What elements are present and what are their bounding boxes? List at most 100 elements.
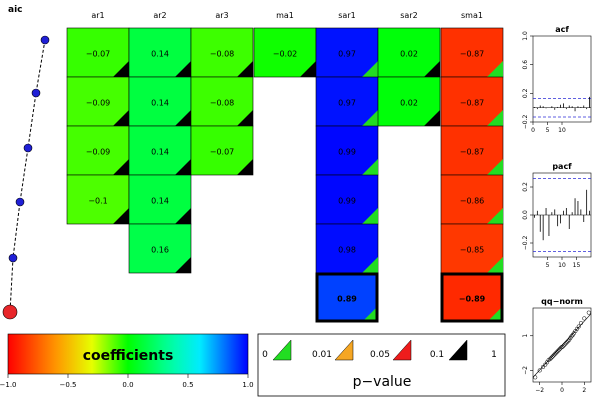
coef-value: −0.08 — [210, 99, 235, 108]
coef-colorbar-tick-label: −0.5 — [60, 381, 77, 389]
coef-value: −0.08 — [210, 50, 235, 59]
coef-value: 0.14 — [151, 99, 169, 108]
qqnorm-point — [548, 356, 553, 361]
pvalue-triangle — [362, 159, 378, 175]
coef-value: −0.07 — [210, 148, 235, 157]
coef-cell — [315, 174, 379, 225]
pvalue-legend-swatch — [448, 339, 468, 361]
acf-frame — [532, 35, 592, 123]
qqnorm-xtick-label: 2 — [582, 387, 586, 394]
coef-cell — [440, 223, 504, 274]
aic-point — [23, 143, 33, 153]
coef-value: −0.87 — [460, 148, 485, 157]
qqnorm-point — [561, 343, 566, 348]
coef-cell — [315, 27, 379, 78]
pacf-title: pacf — [552, 162, 572, 171]
coef-cell — [315, 272, 379, 323]
coef-cell — [377, 27, 441, 78]
coef-cell — [377, 76, 441, 127]
pvalue-legend-label: 0.05 — [370, 350, 390, 360]
coef-cell — [315, 223, 379, 274]
pvalue-triangle — [487, 257, 503, 273]
pvalue-triangle — [487, 159, 503, 175]
best-model-outline — [315, 272, 379, 323]
coef-colorbar — [7, 333, 249, 375]
coef-value: 0.97 — [338, 99, 356, 108]
coef-value: −0.09 — [86, 148, 111, 157]
pvalue-legend-label: 0.01 — [312, 350, 332, 360]
coef-colorbar-tick-label: 1.0 — [242, 381, 253, 389]
coef-cell — [190, 76, 254, 127]
coef-value: −0.02 — [273, 50, 298, 59]
coef-value: 0.02 — [400, 50, 418, 59]
coef-cell — [66, 174, 130, 225]
coef-cell — [440, 76, 504, 127]
pvalue-triangle — [113, 110, 129, 126]
qqnorm-ytick-label: 1 — [522, 334, 529, 338]
qqnorm-point — [569, 334, 574, 339]
coef-value: −0.87 — [460, 99, 485, 108]
coef-value: −0.07 — [86, 50, 111, 59]
coef-value: −0.86 — [460, 197, 485, 206]
coef-value: 0.98 — [338, 246, 356, 255]
acf-ytick-label: −0.2 — [522, 115, 529, 130]
pvalue-triangle — [362, 61, 378, 77]
pacf-xtick-label: 15 — [573, 262, 581, 269]
pacf-ytick-label: −0.2 — [522, 236, 529, 251]
pvalue-triangle — [113, 208, 129, 224]
qqnorm-point — [550, 354, 555, 359]
pvalue-triangle — [175, 208, 191, 224]
qqnorm-point — [537, 368, 542, 373]
pvalue-triangle — [424, 61, 440, 77]
acf-ytick-label: 0.2 — [522, 88, 529, 98]
column-header-sma1: sma1 — [461, 11, 483, 20]
aic-path — [9, 39, 46, 313]
qqnorm-point — [556, 348, 561, 353]
qqnorm-point — [560, 344, 565, 349]
coef-value: 0.89 — [337, 295, 357, 304]
coef-cell — [128, 174, 192, 225]
pvalue-triangle — [300, 61, 316, 77]
column-header-ar3: ar3 — [215, 11, 228, 20]
coef-colorbar-title: coefficients — [83, 348, 174, 364]
qqnorm-title: qq−norm — [541, 297, 583, 306]
aic-point — [40, 35, 50, 45]
pvalue-triangle — [487, 61, 503, 77]
acf-ytick-label: 0.6 — [522, 60, 529, 70]
qqnorm-point — [552, 352, 557, 357]
acf-title: acf — [555, 25, 569, 34]
qqnorm-point — [553, 351, 558, 356]
pvalue-triangle — [362, 257, 378, 273]
coef-value: −0.09 — [86, 99, 111, 108]
coef-cell — [253, 27, 317, 78]
coef-cell — [440, 125, 504, 176]
pvalue-triangle — [175, 257, 191, 273]
best-model-outline — [440, 272, 504, 323]
pvalue-triangle — [175, 61, 191, 77]
pvalue-triangle — [113, 61, 129, 77]
pvalue-legend-swatch — [272, 339, 292, 361]
coef-value: 0.99 — [338, 148, 356, 157]
coef-colorbar-tick-label: 0.0 — [122, 381, 133, 389]
coef-value: 0.14 — [151, 197, 169, 206]
coef-cell — [128, 223, 192, 274]
qqnorm-point — [582, 316, 587, 321]
pvalue-triangle — [175, 159, 191, 175]
pvalue-triangle — [424, 110, 440, 126]
qqnorm-xtick-label: −2 — [535, 387, 544, 394]
aic-best-point — [2, 304, 18, 320]
qqnorm-point — [564, 340, 570, 345]
pvalue-legend-label: 0 — [262, 350, 268, 360]
coef-cell — [66, 27, 130, 78]
acf-xtick-label: 0 — [531, 127, 535, 134]
column-header-ma1: ma1 — [276, 11, 294, 20]
coef-cell — [190, 125, 254, 176]
column-header-ar2: ar2 — [153, 11, 166, 20]
pacf-ytick-label: 0.0 — [522, 210, 529, 220]
coef-value: 0.16 — [151, 246, 169, 255]
aic-point — [15, 197, 25, 207]
pvalue-triangle — [237, 110, 253, 126]
pvalue-triangle — [362, 306, 378, 322]
pvalue-legend-label: 0.1 — [430, 350, 444, 360]
